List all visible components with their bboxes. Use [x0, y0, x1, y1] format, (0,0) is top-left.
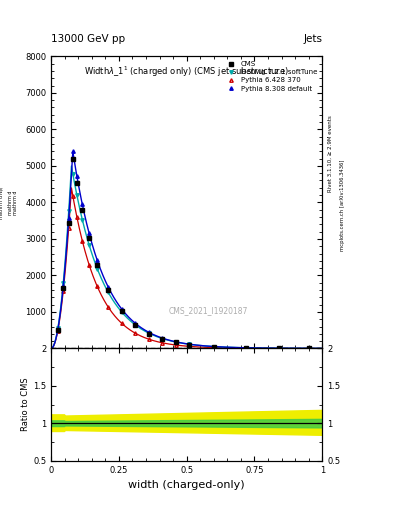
Herwig 7.2.1 softTune	[187, 341, 192, 347]
Herwig 7.2.1 softTune	[173, 339, 178, 345]
CMS	[277, 345, 281, 351]
Pythia 8.308 default	[75, 173, 79, 179]
Pythia 8.308 default	[306, 345, 311, 351]
Herwig 7.2.1 softTune	[133, 322, 138, 328]
Herwig 7.2.1 softTune	[244, 345, 249, 351]
CMS	[75, 180, 79, 186]
CMS	[87, 236, 92, 242]
Herwig 7.2.1 softTune	[211, 344, 216, 350]
Pythia 8.308 default	[70, 148, 75, 154]
Text: Width$\lambda$_1$^1$ (charged only) (CMS jet substructure): Width$\lambda$_1$^1$ (charged only) (CMS…	[84, 65, 289, 79]
Herwig 7.2.1 softTune	[160, 335, 165, 342]
Herwig 7.2.1 softTune	[80, 217, 84, 223]
Pythia 6.428 370	[80, 238, 84, 244]
Legend: CMS, Herwig 7.2.1 softTune, Pythia 6.428 370, Pythia 8.308 default: CMS, Herwig 7.2.1 softTune, Pythia 6.428…	[223, 60, 319, 93]
Pythia 6.428 370	[187, 344, 192, 350]
CMS	[106, 287, 110, 293]
Herwig 7.2.1 softTune	[95, 265, 99, 271]
Herwig 7.2.1 softTune	[75, 192, 79, 198]
Pythia 6.428 370	[160, 340, 165, 346]
Pythia 6.428 370	[133, 330, 138, 336]
Pythia 8.308 default	[211, 344, 216, 350]
Pythia 8.308 default	[133, 320, 138, 326]
Herwig 7.2.1 softTune	[106, 289, 110, 295]
CMS	[146, 330, 151, 336]
Pythia 8.308 default	[173, 339, 178, 345]
Line: Pythia 6.428 370: Pythia 6.428 370	[56, 194, 310, 350]
CMS	[244, 345, 249, 351]
Pythia 6.428 370	[106, 304, 110, 310]
Pythia 8.308 default	[61, 283, 66, 289]
Text: Jets: Jets	[303, 33, 322, 44]
Pythia 6.428 370	[66, 225, 71, 231]
Herwig 7.2.1 softTune	[277, 345, 281, 351]
Pythia 6.428 370	[119, 320, 124, 326]
CMS	[61, 285, 66, 291]
Pythia 8.308 default	[66, 215, 71, 221]
CMS	[66, 220, 71, 226]
Line: CMS: CMS	[56, 157, 310, 350]
Pythia 8.308 default	[146, 329, 151, 335]
X-axis label: width (charged-only): width (charged-only)	[129, 480, 245, 490]
Text: 13000 GeV pp: 13000 GeV pp	[51, 33, 125, 44]
CMS	[173, 339, 178, 346]
Line: Pythia 8.308 default: Pythia 8.308 default	[56, 150, 310, 350]
Pythia 6.428 370	[95, 283, 99, 289]
Herwig 7.2.1 softTune	[146, 330, 151, 336]
CMS	[160, 336, 165, 342]
Text: Rivet 3.1.10, ≥ 2.9M events: Rivet 3.1.10, ≥ 2.9M events	[328, 115, 333, 192]
Pythia 8.308 default	[55, 326, 60, 332]
Pythia 8.308 default	[187, 341, 192, 347]
Pythia 6.428 370	[70, 193, 75, 199]
Y-axis label: mathrm d$^2$N
mathrm d
mathrm d(Bamb
mathrm d N
30mathrm d
mathrm d
25mathrm d
m: mathrm d$^2$N mathrm d mathrm d(Bamb mat…	[0, 182, 24, 223]
CMS	[119, 308, 124, 314]
CMS	[133, 322, 138, 328]
Herwig 7.2.1 softTune	[70, 170, 75, 177]
Pythia 6.428 370	[61, 288, 66, 294]
Herwig 7.2.1 softTune	[119, 309, 124, 315]
Pythia 6.428 370	[306, 346, 311, 352]
CMS	[306, 345, 311, 351]
Pythia 8.308 default	[119, 306, 124, 312]
Pythia 8.308 default	[277, 345, 281, 351]
Pythia 8.308 default	[80, 201, 84, 207]
Herwig 7.2.1 softTune	[61, 280, 66, 286]
CMS	[70, 156, 75, 162]
Pythia 6.428 370	[173, 342, 178, 348]
Y-axis label: Ratio to CMS: Ratio to CMS	[21, 378, 30, 432]
CMS	[55, 327, 60, 333]
Text: mcplots.cern.ch [arXiv:1306.3436]: mcplots.cern.ch [arXiv:1306.3436]	[340, 159, 345, 250]
Pythia 8.308 default	[95, 257, 99, 263]
Pythia 6.428 370	[55, 328, 60, 334]
Pythia 6.428 370	[277, 345, 281, 351]
CMS	[211, 344, 216, 350]
Pythia 8.308 default	[106, 284, 110, 290]
Pythia 6.428 370	[87, 262, 92, 268]
Pythia 8.308 default	[244, 345, 249, 351]
Herwig 7.2.1 softTune	[306, 345, 311, 351]
Herwig 7.2.1 softTune	[66, 208, 71, 215]
CMS	[95, 262, 99, 268]
CMS	[80, 207, 84, 214]
Pythia 6.428 370	[146, 336, 151, 342]
Text: CMS_2021_I1920187: CMS_2021_I1920187	[169, 306, 248, 315]
Pythia 6.428 370	[211, 345, 216, 351]
Line: Herwig 7.2.1 softTune: Herwig 7.2.1 softTune	[56, 172, 310, 350]
CMS	[187, 342, 192, 348]
Pythia 8.308 default	[160, 335, 165, 341]
Pythia 8.308 default	[87, 230, 92, 236]
Herwig 7.2.1 softTune	[87, 242, 92, 248]
Pythia 6.428 370	[244, 345, 249, 351]
Herwig 7.2.1 softTune	[55, 325, 60, 331]
Pythia 6.428 370	[75, 214, 79, 220]
